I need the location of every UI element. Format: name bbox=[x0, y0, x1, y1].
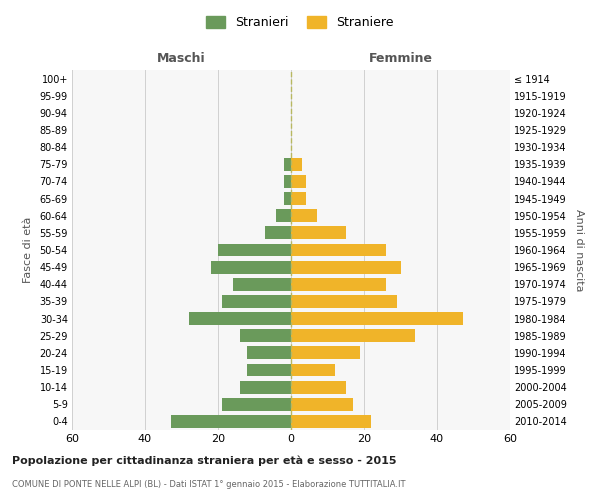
Bar bbox=[291, 158, 302, 170]
Bar bbox=[291, 295, 397, 308]
Bar bbox=[284, 158, 291, 170]
Bar bbox=[291, 346, 361, 360]
Y-axis label: Anni di nascita: Anni di nascita bbox=[574, 209, 584, 291]
Bar bbox=[291, 226, 346, 239]
Text: Popolazione per cittadinanza straniera per età e sesso - 2015: Popolazione per cittadinanza straniera p… bbox=[12, 455, 397, 466]
Bar bbox=[218, 244, 291, 256]
Bar bbox=[265, 226, 291, 239]
Bar bbox=[277, 210, 291, 222]
Legend: Stranieri, Straniere: Stranieri, Straniere bbox=[202, 11, 398, 34]
Bar bbox=[170, 415, 291, 428]
Text: Femmine: Femmine bbox=[368, 52, 433, 65]
Bar bbox=[291, 244, 386, 256]
Bar bbox=[291, 210, 317, 222]
Bar bbox=[291, 415, 371, 428]
Text: Maschi: Maschi bbox=[157, 52, 206, 65]
Bar bbox=[240, 330, 291, 342]
Bar bbox=[291, 260, 401, 274]
Text: COMUNE DI PONTE NELLE ALPI (BL) - Dati ISTAT 1° gennaio 2015 - Elaborazione TUTT: COMUNE DI PONTE NELLE ALPI (BL) - Dati I… bbox=[12, 480, 406, 489]
Bar bbox=[291, 312, 463, 325]
Bar bbox=[291, 330, 415, 342]
Bar bbox=[247, 364, 291, 376]
Bar bbox=[221, 398, 291, 410]
Y-axis label: Fasce di età: Fasce di età bbox=[23, 217, 32, 283]
Bar bbox=[240, 380, 291, 394]
Bar bbox=[284, 192, 291, 205]
Bar bbox=[211, 260, 291, 274]
Bar bbox=[233, 278, 291, 290]
Bar bbox=[189, 312, 291, 325]
Bar bbox=[291, 175, 305, 188]
Bar bbox=[284, 175, 291, 188]
Bar bbox=[291, 380, 346, 394]
Bar bbox=[291, 364, 335, 376]
Bar bbox=[291, 398, 353, 410]
Bar bbox=[221, 295, 291, 308]
Bar bbox=[247, 346, 291, 360]
Bar bbox=[291, 278, 386, 290]
Bar bbox=[291, 192, 305, 205]
